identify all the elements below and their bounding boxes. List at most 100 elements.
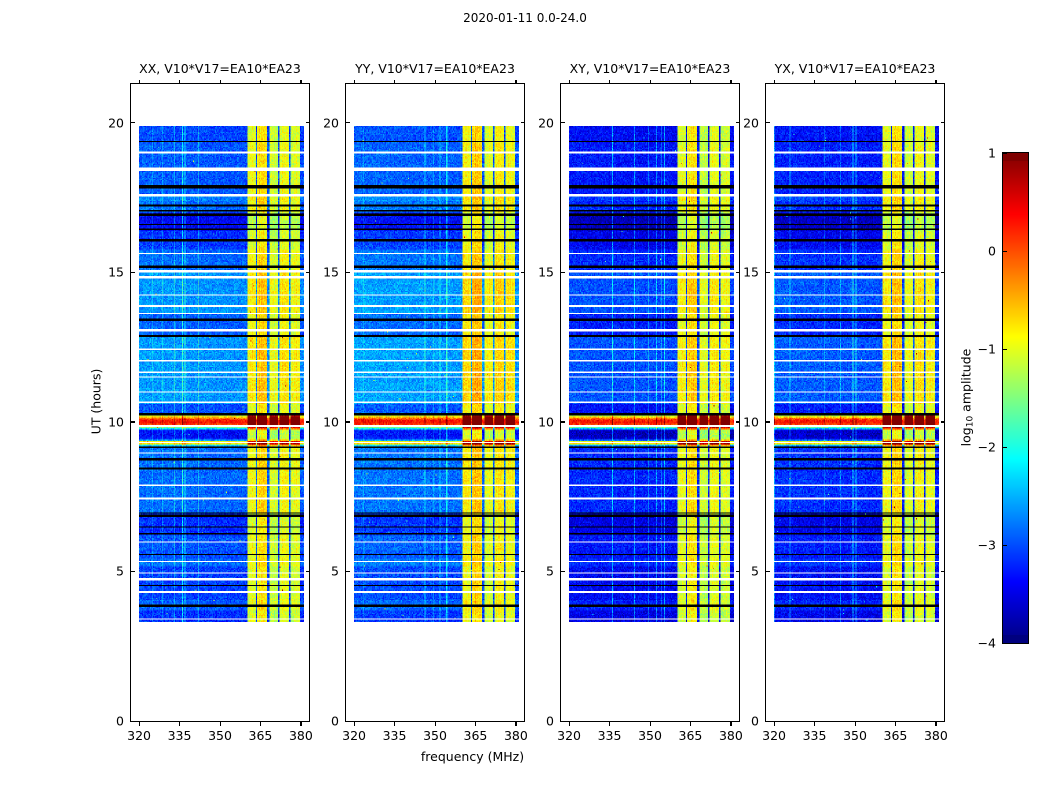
y-tick-yx-3 [765,271,770,273]
x-tick-label-yx-1: 335 [802,728,827,743]
y-tick-right-xx-1 [305,570,310,573]
panel-title-yy: YY, V10*V17=EA10*EA23 [355,61,515,76]
x-tick-top-yx-1 [814,79,816,84]
y-tick-right-yx-3 [940,271,945,273]
y-tick-xy-4 [560,122,565,124]
y-tick-xy-2 [560,421,565,423]
y-tick-label-xy-4: 20 [538,115,554,131]
x-tick-yy-2 [434,721,436,726]
y-tick-right-yy-1 [520,570,525,573]
x-tick-top-xy-2 [649,79,651,84]
y-tick-xx-2 [130,421,135,423]
y-tick-right-yx-2 [940,421,945,423]
x-tick-top-xx-3 [259,79,262,84]
x-axis-label: frequency (MHz) [420,749,525,764]
colorbar-tick-3 [1002,348,1007,350]
y-tick-yy-0 [345,720,350,722]
x-tick-yy-3 [474,721,477,726]
y-tick-label-yx-1: 5 [751,563,759,579]
x-tick-yy-4 [515,721,517,726]
x-tick-label-yy-4: 380 [503,728,528,743]
x-tick-top-xy-3 [689,79,692,84]
y-tick-right-yy-3 [520,271,525,273]
x-tick-top-xx-0 [138,79,140,84]
x-tick-label-xx-4: 380 [288,728,313,743]
x-tick-label-xy-1: 335 [597,728,622,743]
y-tick-xy-0 [560,720,565,722]
y-tick-xy-3 [560,271,565,273]
colorbar-tick-5 [1002,152,1007,154]
x-tick-top-xy-4 [730,79,732,84]
colorbar-tick-label-2: −2 [977,439,996,455]
x-tick-xy-2 [649,721,651,726]
y-tick-yy-4 [345,122,350,124]
y-tick-right-xy-3 [735,271,740,273]
y-tick-label-xx-4: 20 [108,115,124,131]
y-tick-yy-1 [345,570,350,573]
colorbar-tick-1 [1002,544,1007,546]
x-tick-yx-0 [773,721,775,726]
x-tick-label-xy-4: 380 [718,728,743,743]
y-tick-label-xx-0: 0 [116,713,124,729]
colorbar-tick-0 [1002,642,1007,644]
x-tick-xy-3 [689,721,692,726]
y-tick-label-yx-0: 0 [751,713,759,729]
colorbar-tick-4 [1002,250,1007,252]
x-tick-xx-1 [179,721,181,726]
y-tick-right-yy-2 [520,421,525,423]
x-tick-top-yx-3 [894,79,897,84]
x-tick-label-xx-0: 320 [127,728,152,743]
colorbar-tick-label-4: 0 [988,243,996,259]
y-tick-right-yx-4 [940,122,945,124]
x-tick-top-xy-0 [568,79,570,84]
x-tick-label-yy-3: 365 [463,728,488,743]
x-tick-label-yy-2: 350 [423,728,447,743]
panel-frame-xy [560,83,740,722]
y-tick-right-xy-1 [735,570,740,573]
y-tick-right-yy-4 [520,122,525,124]
x-tick-label-xy-2: 350 [638,728,662,743]
x-tick-top-yy-4 [515,79,517,84]
x-tick-top-yy-2 [434,79,436,84]
y-tick-yx-1 [765,570,770,573]
y-tick-label-xy-1: 5 [546,563,554,579]
y-tick-xx-4 [130,122,135,124]
x-tick-label-yx-3: 365 [883,728,908,743]
waterfall-image-yx [774,125,939,623]
y-tick-xx-1 [130,570,135,573]
x-tick-label-xx-2: 350 [208,728,232,743]
colorbar-tick-2 [1002,446,1007,448]
y-tick-label-xx-2: 10 [108,414,124,430]
x-tick-label-yx-4: 380 [923,728,948,743]
colorbar-tick-label-5: 1 [988,145,996,161]
panel-frame-yx [765,83,945,722]
y-tick-label-yx-3: 15 [743,264,759,280]
x-tick-label-xx-1: 335 [167,728,192,743]
y-tick-yx-2 [765,421,770,423]
y-tick-xx-0 [130,720,135,722]
x-tick-top-xx-1 [179,79,181,84]
panel-frame-yy [345,83,525,722]
y-tick-label-xx-1: 5 [116,563,124,579]
x-tick-label-yy-1: 335 [382,728,407,743]
y-tick-yy-2 [345,421,350,423]
x-tick-label-xx-3: 365 [248,728,273,743]
y-tick-label-yx-2: 10 [743,414,759,430]
waterfall-image-yy [354,125,519,623]
y-tick-xx-3 [130,271,135,273]
y-tick-right-xx-2 [305,421,310,423]
y-tick-yx-4 [765,122,770,124]
y-axis-label: UT (hours) [88,368,104,434]
x-tick-xx-4 [300,721,302,726]
panel-title-xx: XX, V10*V17=EA10*EA23 [139,61,301,76]
y-tick-label-yx-4: 20 [743,115,759,131]
y-tick-label-yy-0: 0 [331,713,339,729]
x-tick-yx-2 [854,721,856,726]
y-tick-right-xy-2 [735,421,740,423]
y-tick-yx-0 [765,720,770,722]
x-tick-xx-2 [219,721,221,726]
y-tick-xy-1 [560,570,565,573]
y-tick-label-xy-2: 10 [538,414,554,430]
y-tick-right-xy-0 [735,720,740,722]
